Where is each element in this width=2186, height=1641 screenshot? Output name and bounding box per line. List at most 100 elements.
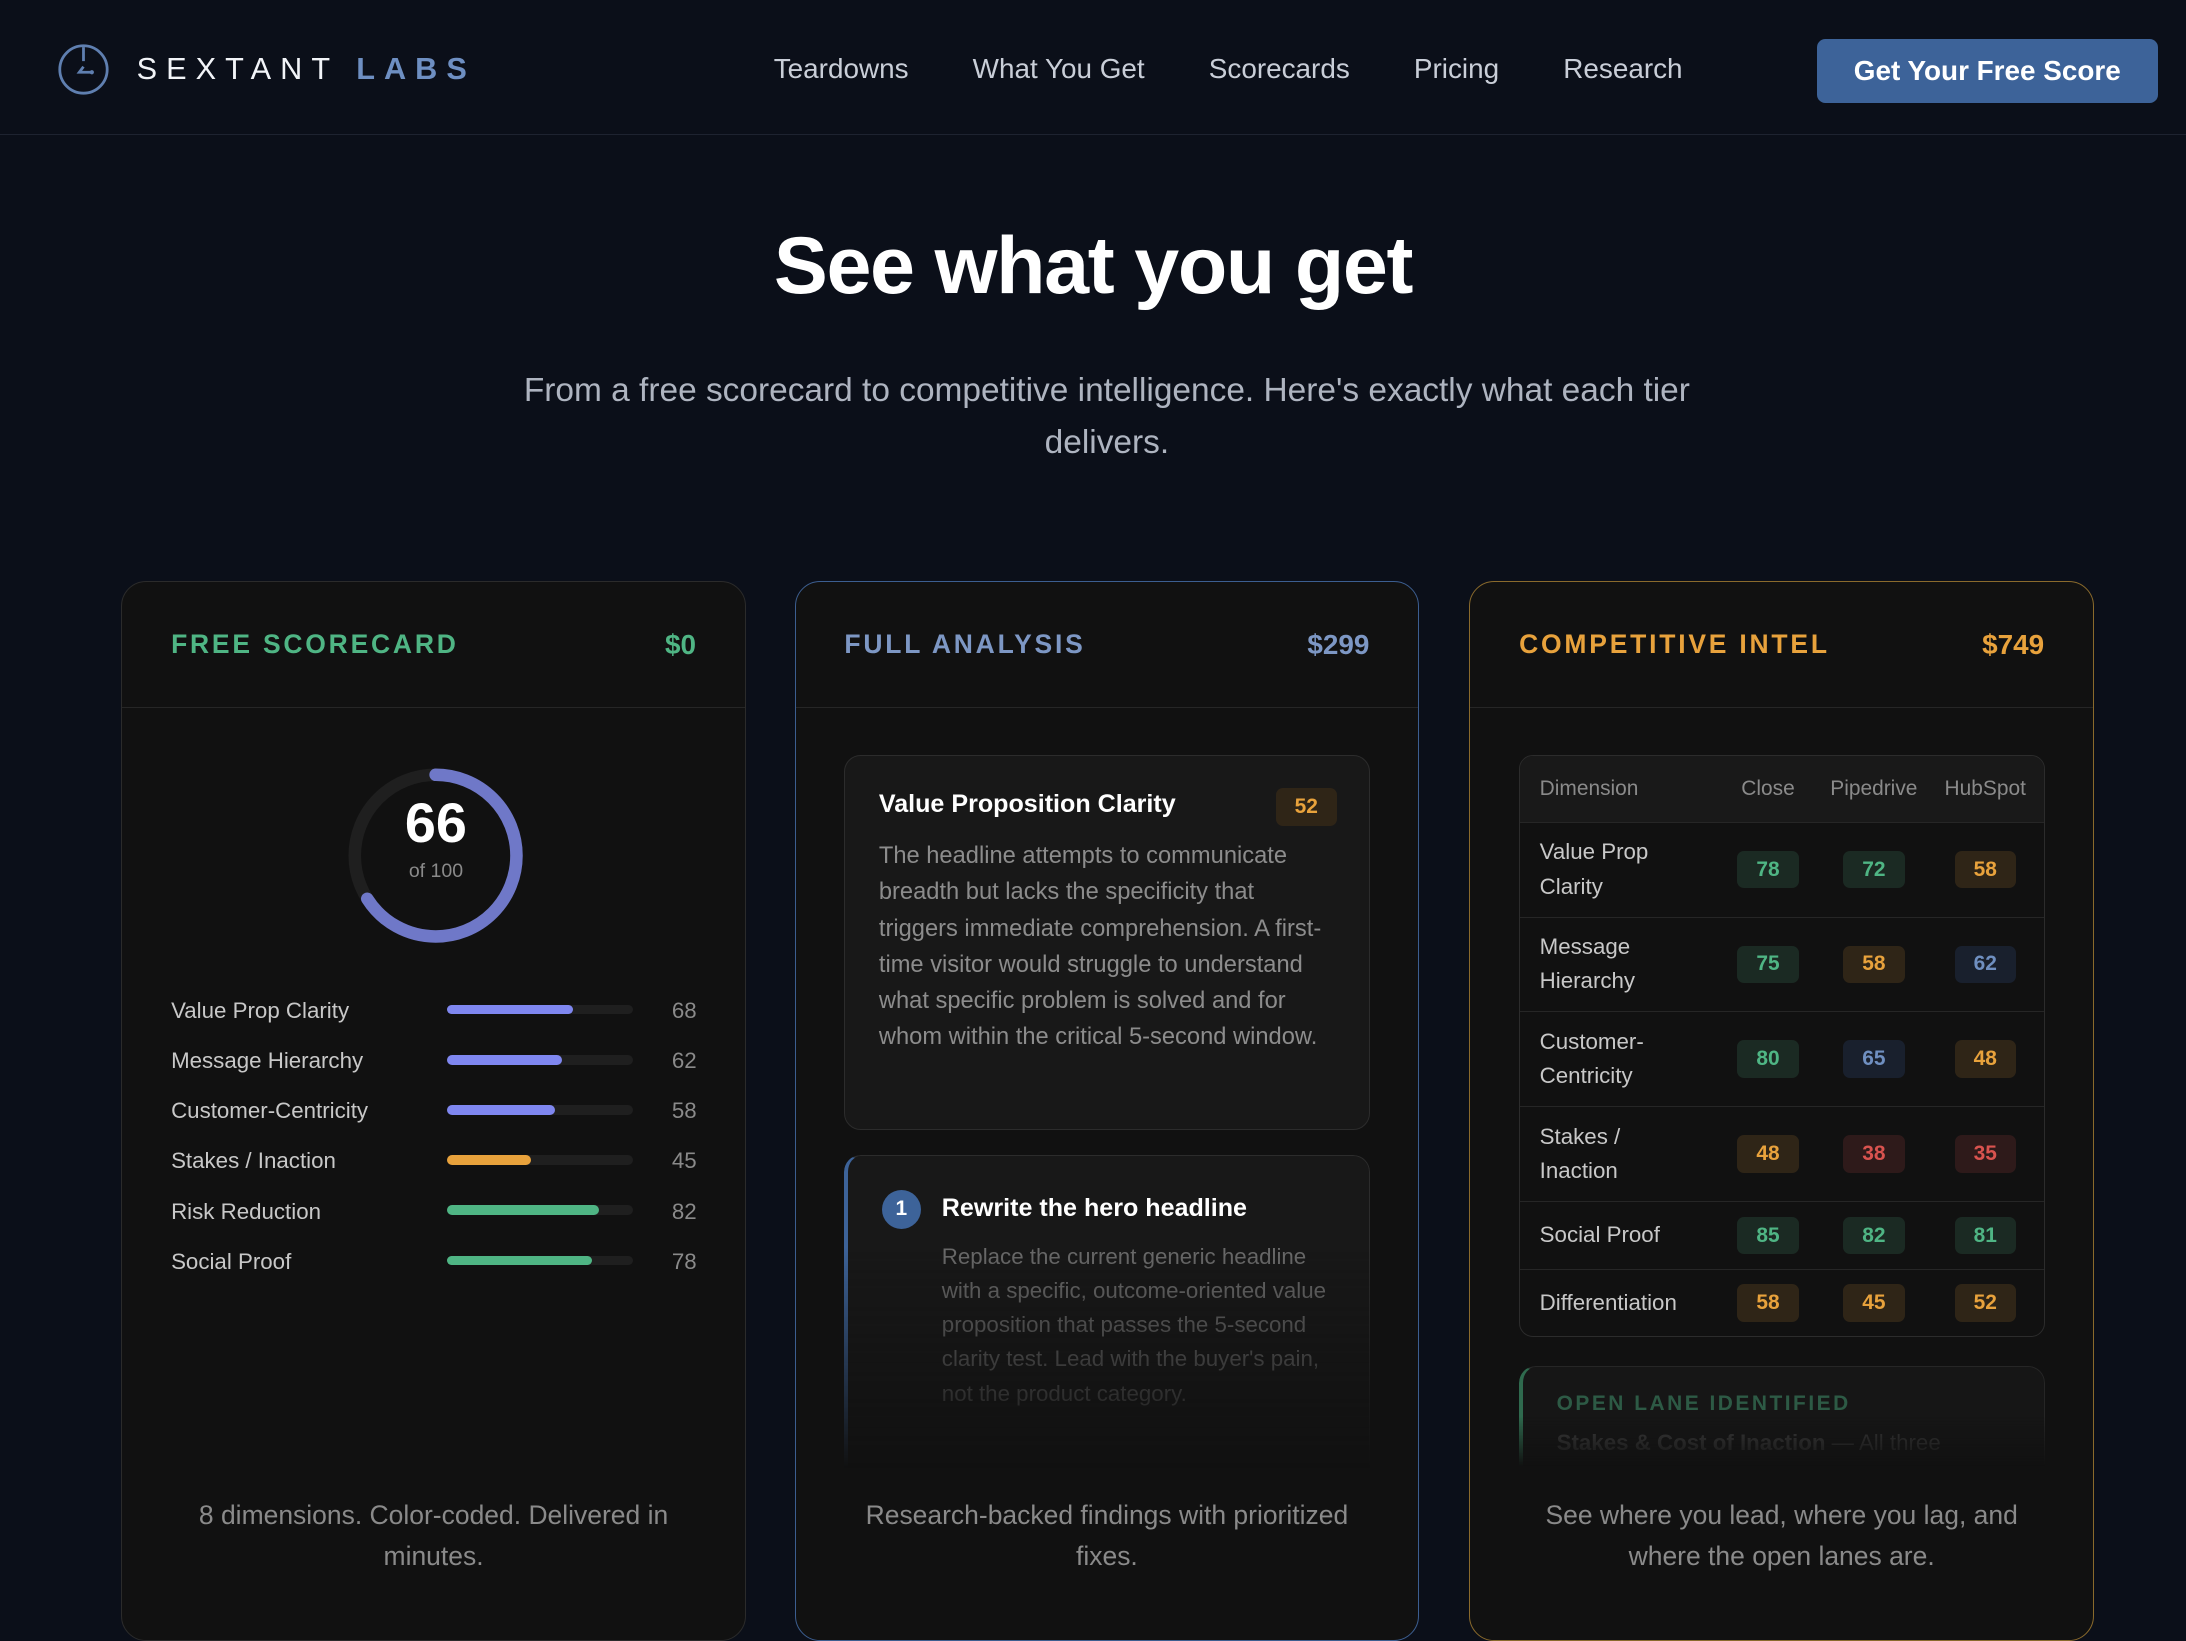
score-badge: 58 [1843,945,1905,984]
top-nav: SEXTANT LABS Teardowns What You Get Scor… [0,0,2186,136]
dimension-row: Customer-Centricity 58 [171,1098,697,1126]
table-row: Differentiation 58 45 52 [1520,1269,2044,1336]
score-badge: 82 [1843,1216,1905,1255]
brand-logo[interactable]: SEXTANT LABS [137,52,476,87]
dimension-row: Stakes / Inaction 45 [171,1148,697,1176]
dimension-value: 58 [671,1098,697,1124]
score-badge: 80 [1737,1040,1799,1079]
nav-link-teardowns[interactable]: Teardowns [773,52,909,84]
finding-score-badge: 52 [1275,788,1337,826]
dimension-value: 68 [671,997,697,1023]
tier-footer: 8 dimensions. Color-coded. Delivered in … [198,1500,669,1571]
page-subtitle: From a free scorecard to competitive int… [523,372,1690,461]
dimension-label: Social Proof [171,1248,292,1274]
dimension-bar-fill [447,1054,563,1065]
dimension-value: 82 [671,1198,697,1224]
dimension-bar-fill [447,1004,574,1015]
nav-link-scorecards[interactable]: Scorecards [1208,52,1350,84]
dimension-cell: Social Proof [1539,1222,1660,1248]
fix-number: 1 [881,1189,921,1229]
open-lane-callout: OPEN LANE IDENTIFIED Stakes & Cost of In… [1519,1365,2045,1534]
column-header: Close [1741,776,1795,800]
competitor-table: Dimension Close Pipedrive HubSpot Value … [1519,755,2045,1338]
nav-link-research[interactable]: Research [1563,52,1683,84]
score-badge: 58 [1954,850,2016,889]
fix-title: Rewrite the hero headline [941,1193,1247,1222]
dimension-bar-fill [447,1105,555,1115]
score-badge: 48 [1954,1040,2016,1079]
tier-card-free-scorecard: FREE SCORECARD $0 66 of 100 Value Prop C… [121,581,746,1641]
dimension-cell: Differentiation [1539,1290,1677,1316]
tier-price: $299 [1307,628,1370,660]
dimension-bar [447,1054,633,1065]
dimension-bar [447,1105,633,1115]
tier-card-competitive-intel: COMPETITIVE INTEL $749 Dimension Close P… [1469,581,2094,1641]
get-free-score-button[interactable]: Get Your Free Score [1816,39,2159,104]
dimension-bar [447,1255,633,1266]
score-badge: 78 [1737,850,1799,889]
dimension-label: Risk Reduction [171,1198,322,1224]
dimension-label: Value Prop Clarity [171,997,350,1023]
table-header: Dimension Close Pipedrive HubSpot [1520,756,2044,822]
dimension-label: Message Hierarchy [171,1047,364,1073]
score-badge: 65 [1843,1040,1905,1079]
dimension-bar [447,1155,633,1166]
tier-name: FREE SCORECARD [171,629,459,660]
dimension-bar [447,1004,633,1015]
score-badge: 85 [1737,1216,1799,1255]
dimension-label: Customer-Centricity [171,1098,369,1124]
open-lane-label: OPEN LANE IDENTIFIED [1556,1391,1851,1415]
tier-price: $749 [1982,628,2045,660]
dimension-row: Message Hierarchy 62 [171,1048,697,1076]
finding-title: Value Proposition Clarity [878,789,1176,818]
finding-body: The headline attempts to communicate bre… [878,843,1322,1051]
table-row: Message Hierarchy 75 58 62 [1520,916,2044,1012]
dimension-value: 78 [671,1248,697,1274]
dimension-label: Stakes / Inaction [171,1148,336,1174]
dimension-value: 62 [671,1047,697,1073]
tier-name: FULL ANALYSIS [844,629,1086,660]
page-title: See what you get [773,221,1413,312]
score-badge: 52 [1954,1284,2016,1322]
tier-price: $0 [665,628,697,660]
table-row: Stakes / Inaction 48 38 35 [1520,1106,2044,1201]
column-header: Pipedrive [1830,776,1918,800]
score-scale: of 100 [408,859,464,882]
fix-card: 1 Rewrite the hero headline Replace the … [844,1155,1370,1616]
score-ring-fill [348,768,524,943]
nav-link-what-you-get[interactable]: What You Get [972,52,1145,84]
score-badge: 72 [1843,850,1905,889]
table-row: Value Prop Clarity 78 72 58 [1520,821,2044,917]
score-badge: 58 [1737,1284,1799,1322]
dimension-value: 45 [671,1148,697,1174]
dimension-cell: Value Prop Clarity [1539,839,1649,899]
tier-footer: See where you lead, where you lag, and w… [1545,1500,2018,1571]
dimension-cell: Message Hierarchy [1539,934,1636,994]
finding-card: Value Proposition Clarity 52 The headlin… [844,755,1370,1131]
tier-footer: Research-backed findings with prioritize… [865,1500,1349,1571]
overall-score: 66 [404,792,467,855]
table-row: Customer-Centricity 80 65 48 [1520,1011,2044,1106]
nav-link-pricing[interactable]: Pricing [1413,52,1500,84]
fix-body: Replace the current generic headline wit… [941,1243,1326,1406]
open-lane-text: — All three [1825,1429,1941,1455]
dimension-row: Social Proof 78 [171,1249,697,1277]
dimension-bar [447,1205,633,1216]
dimension-bar-fill [447,1255,592,1266]
score-badge: 75 [1737,945,1799,984]
score-badge: 81 [1954,1216,2016,1255]
dimension-bar-fill [447,1155,531,1166]
open-lane-title: Stakes & Cost of Inaction [1556,1429,1826,1455]
dimension-cell: Customer-Centricity [1539,1029,1644,1089]
table-row: Social Proof 85 82 81 [1520,1200,2044,1269]
sextant-logo-icon [58,44,109,95]
column-header: Dimension [1539,776,1639,800]
brand-suffix: LABS [356,51,476,86]
tier-name: COMPETITIVE INTEL [1519,629,1830,660]
dimension-bar-fill [447,1205,600,1216]
score-ring [348,768,524,943]
tier-card-full-analysis: FULL ANALYSIS $299 Value Proposition Cla… [794,581,1420,1641]
column-header: HubSpot [1944,776,2026,800]
dimension-row: Value Prop Clarity 68 [171,998,697,1026]
score-badge: 45 [1843,1284,1905,1322]
